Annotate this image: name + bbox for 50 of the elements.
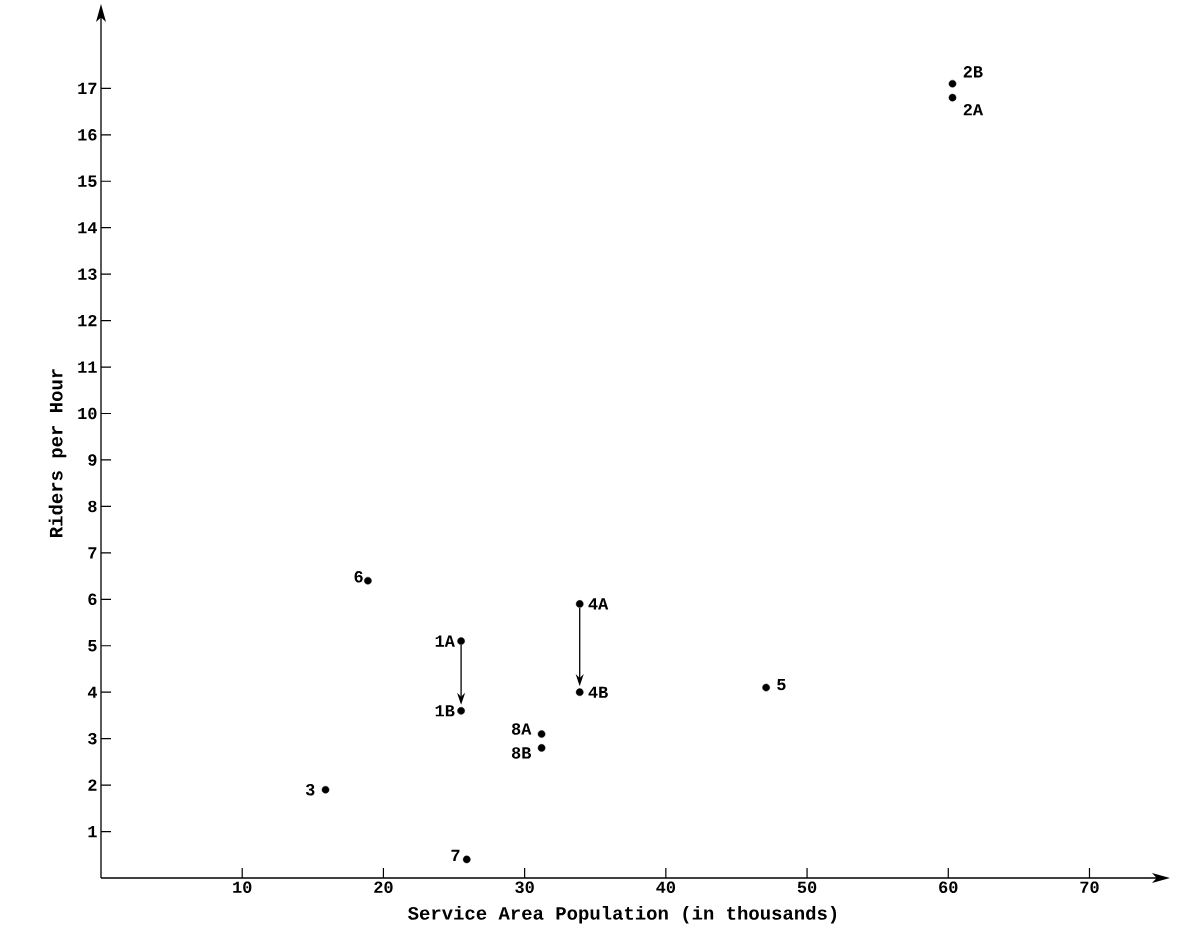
x-tick-label: 20	[374, 881, 393, 894]
point	[537, 744, 546, 752]
annotation: 4A	[588, 598, 609, 610]
point	[575, 600, 584, 608]
annotation: 4B	[588, 686, 608, 698]
y-axis-title: Riders per Hour	[48, 369, 67, 537]
point	[457, 706, 465, 715]
x-tick-label: 50	[797, 881, 817, 894]
y-tick-label: 9	[88, 454, 97, 466]
y-tick-label: 4	[87, 686, 97, 698]
point	[457, 637, 465, 645]
y-tick-label: 13	[78, 268, 97, 280]
point	[762, 683, 770, 692]
y-tick-label: 10	[78, 407, 97, 420]
annotation: 1B	[435, 705, 455, 717]
annotation: 2B	[963, 66, 983, 78]
point	[948, 93, 957, 102]
x-tick-label: 10	[233, 881, 252, 894]
y-tick-label: 3	[88, 732, 97, 745]
x-axis-title: Service Area Population (in thousands)	[408, 905, 837, 924]
annotation: 5	[777, 678, 786, 691]
x-tick-label: 60	[939, 881, 958, 894]
y-tick-label: 8	[88, 500, 97, 513]
point	[575, 688, 584, 696]
x-tick-label: 70	[1080, 881, 1099, 894]
point	[537, 730, 546, 738]
point	[321, 785, 330, 794]
annotation: 7	[451, 849, 460, 861]
x-tick-label: 40	[656, 881, 676, 894]
annotation: 3	[305, 783, 315, 796]
annotation: 2A	[963, 104, 984, 116]
y-tick-label: 5	[88, 640, 97, 652]
point	[462, 855, 471, 864]
annotation: 8A	[511, 723, 532, 735]
y-tick-label: 1	[88, 825, 97, 838]
point	[364, 576, 372, 585]
point	[948, 79, 957, 88]
y-tick-label: 2	[88, 779, 97, 791]
y-tick-label: 17	[78, 82, 97, 94]
y-tick-label: 11	[78, 361, 97, 373]
y-tick-label: 15	[78, 175, 97, 187]
x-tick-label: 30	[515, 881, 534, 894]
y-tick-label: 16	[78, 129, 97, 141]
y-tick-label: 14	[78, 222, 97, 234]
annotation: 1A	[435, 635, 455, 647]
y-tick-label: 6	[88, 593, 97, 606]
annotation: 6	[354, 570, 363, 583]
annotation: 8B	[511, 747, 532, 759]
y-tick-label: 12	[78, 314, 97, 327]
y-tick-label: 7	[88, 547, 97, 559]
